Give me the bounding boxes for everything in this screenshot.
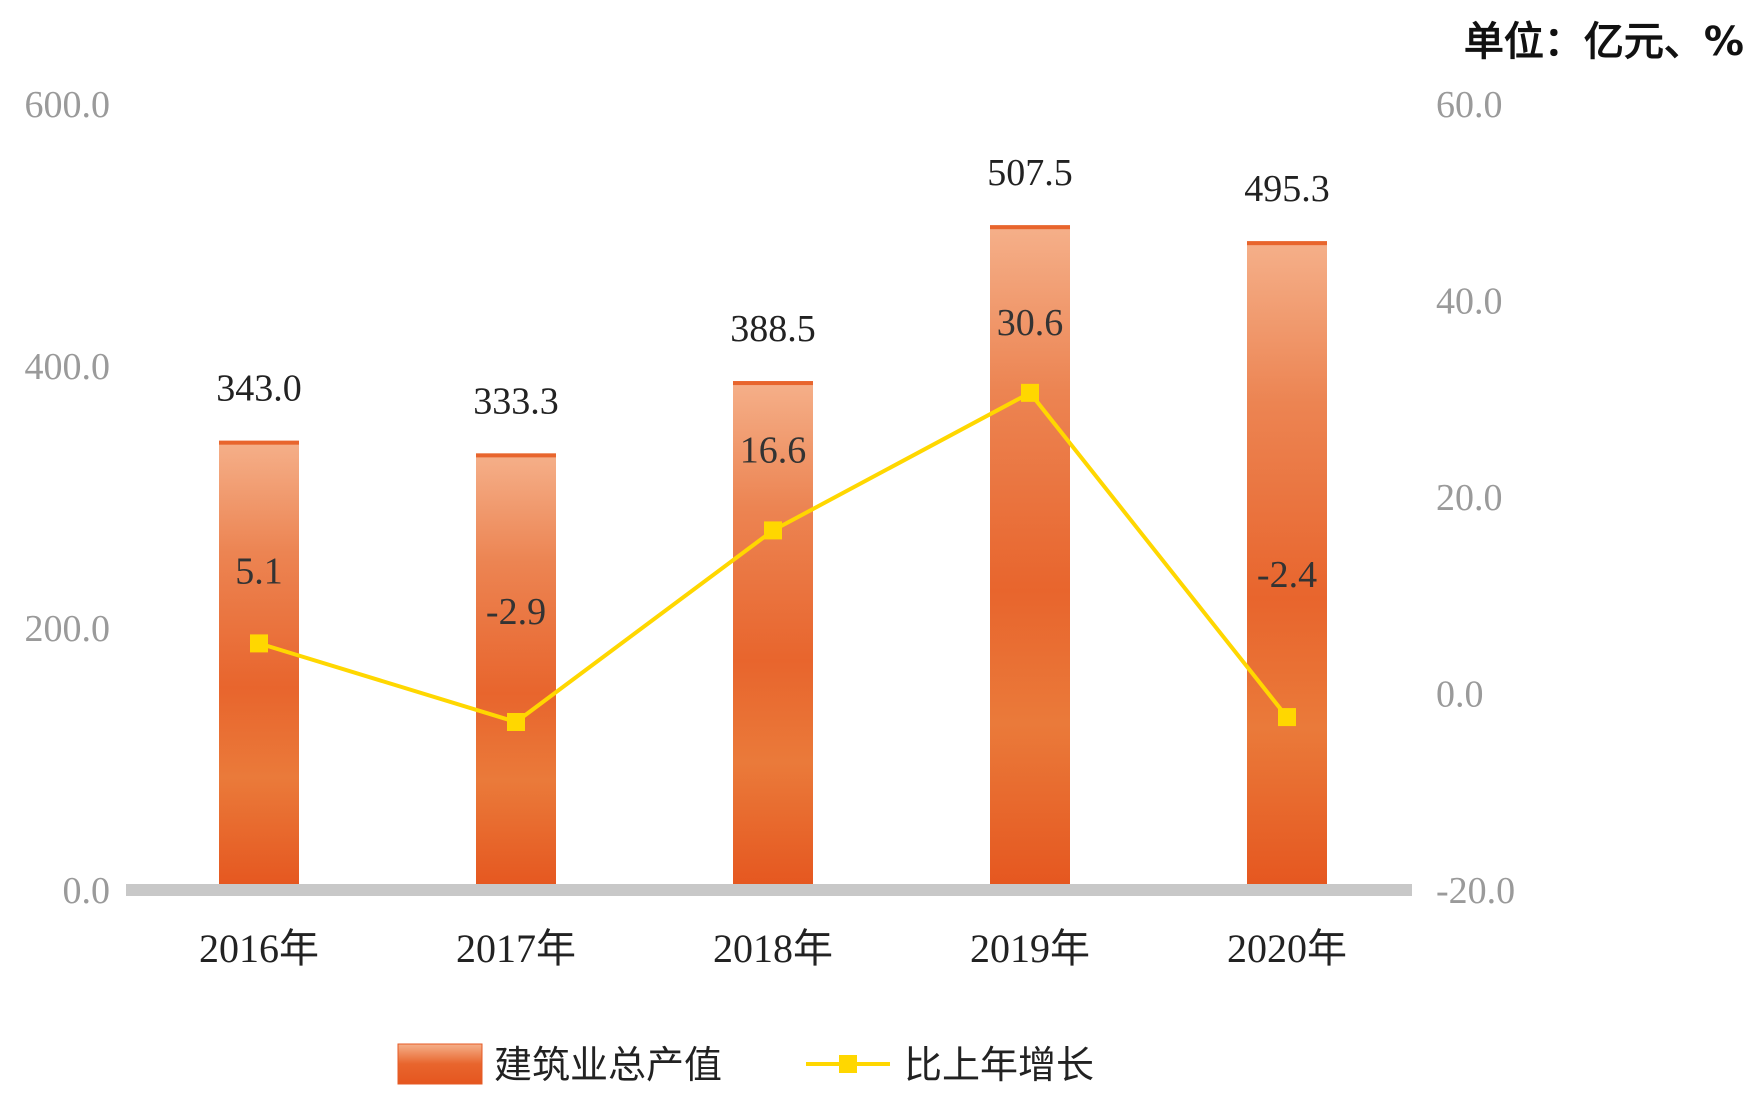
legend-line-marker (839, 1055, 857, 1073)
left-tick-label: 400.0 (25, 346, 111, 388)
bar-top-edge (990, 225, 1070, 230)
bar-value-label: 388.5 (730, 308, 816, 350)
line-marker (764, 521, 782, 540)
bar-value-label: 333.3 (473, 380, 559, 422)
line-value-label: 30.6 (997, 302, 1064, 344)
category-label: 2019年 (970, 926, 1090, 971)
line-series (250, 383, 1296, 731)
x-axis-line (126, 884, 1412, 896)
bar-top-edge (1247, 241, 1327, 246)
bar (990, 225, 1070, 891)
line-marker (250, 634, 268, 653)
x-axis-labels: 2016年 2017年 2018年 2019年 2020年 (199, 926, 1347, 971)
line-value-label: 5.1 (235, 550, 283, 592)
category-label: 2017年 (456, 926, 576, 971)
line-value-label: -2.9 (486, 591, 546, 633)
right-tick-label: -20.0 (1436, 870, 1515, 912)
right-tick-label: 60.0 (1436, 84, 1503, 126)
category-label: 2020年 (1227, 926, 1347, 971)
bar (219, 440, 299, 890)
right-y-axis: -20.0 0.0 20.0 40.0 60.0 (1436, 84, 1515, 912)
right-tick-label: 40.0 (1436, 281, 1503, 323)
unit-label: 单位：亿元、% (1464, 19, 1744, 65)
bar (476, 453, 556, 890)
category-label: 2018年 (713, 926, 833, 971)
bar-series (219, 225, 1327, 891)
bar-value-label: 507.5 (987, 152, 1073, 194)
line-marker (1021, 383, 1039, 402)
left-y-axis: 0.0 200.0 400.0 600.0 (25, 84, 111, 912)
left-tick-label: 600.0 (25, 84, 111, 126)
right-tick-label: 0.0 (1436, 674, 1484, 716)
line-value-label: -2.4 (1257, 554, 1317, 596)
line-data-labels: 5.1 -2.9 16.6 30.6 -2.4 (235, 302, 1317, 633)
legend: 建筑业总产值 比上年增长 (397, 1043, 1094, 1087)
bar-value-label: 343.0 (216, 368, 302, 410)
bar (733, 381, 813, 890)
bar-top-edge (733, 381, 813, 386)
line-marker (1278, 708, 1296, 727)
legend-bar-swatch (397, 1043, 483, 1085)
line-marker (507, 712, 525, 731)
category-label: 2016年 (199, 926, 319, 971)
left-tick-label: 0.0 (63, 870, 111, 912)
legend-line-label: 比上年增长 (904, 1043, 1094, 1087)
bar (1247, 241, 1327, 891)
bar-value-label: 495.3 (1244, 168, 1330, 210)
right-tick-label: 20.0 (1436, 477, 1503, 519)
bar-top-edge (476, 453, 556, 458)
left-tick-label: 200.0 (25, 608, 111, 650)
bar-top-edge (219, 440, 299, 445)
legend-bar-label: 建筑业总产值 (494, 1043, 722, 1087)
line-value-label: 16.6 (740, 429, 807, 471)
bar-data-labels: 343.0 333.3 388.5 507.5 495.3 (216, 152, 1330, 422)
